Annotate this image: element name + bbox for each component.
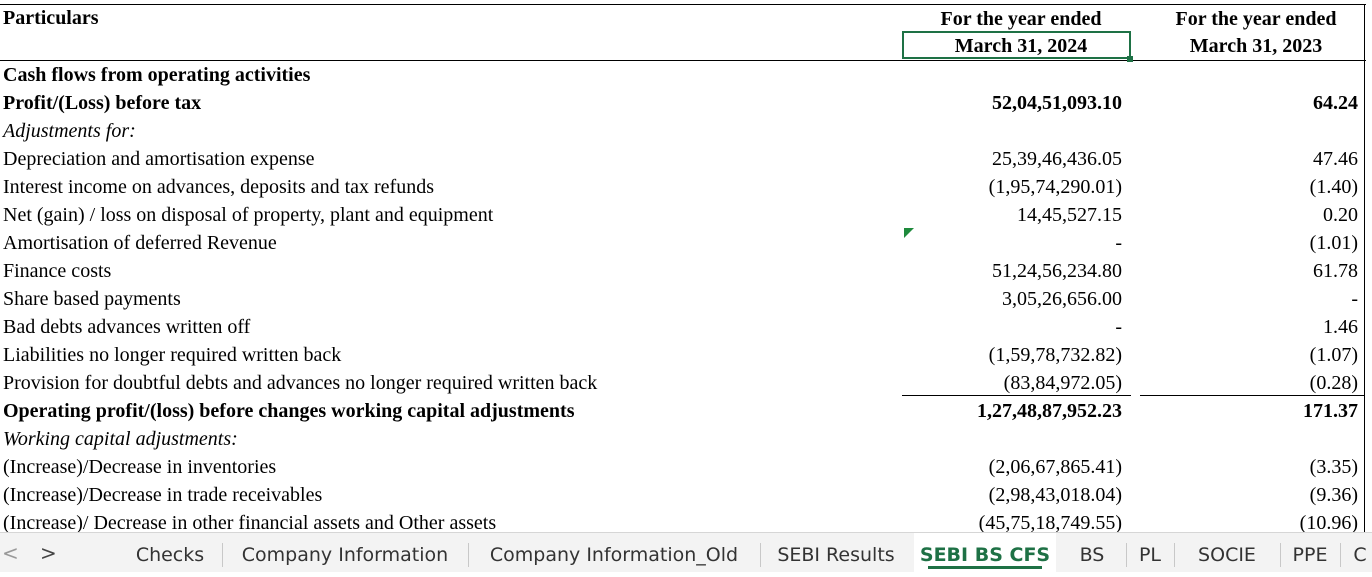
value-2023[interactable]: (3.35) xyxy=(1309,456,1358,478)
row-label[interactable]: Cash flows from operating activities xyxy=(3,64,311,86)
spreadsheet-grid[interactable]: Particulars For the year ended March 31,… xyxy=(0,0,1372,532)
row-label[interactable]: Depreciation and amortisation expense xyxy=(3,148,315,170)
prev-sheet-icon[interactable]: < xyxy=(2,541,19,565)
sheet-tab-label: SEBI Results xyxy=(777,544,895,566)
header-bottom-border xyxy=(0,60,1366,61)
value-2023[interactable]: (9.36) xyxy=(1309,484,1358,506)
right-border xyxy=(1364,4,1365,532)
tab-separator xyxy=(760,543,761,567)
value-2024[interactable]: 3,05,26,656.00 xyxy=(1002,288,1122,310)
header-2023-line1[interactable]: For the year ended xyxy=(1175,8,1337,30)
sheet-tab[interactable]: BS xyxy=(1058,533,1126,572)
sheet-tab[interactable]: SOCIE xyxy=(1174,533,1280,572)
fill-handle[interactable] xyxy=(1127,56,1133,62)
value-2023[interactable]: 0.20 xyxy=(1323,204,1358,226)
header-2023-line2[interactable]: March 31, 2023 xyxy=(1189,35,1323,57)
value-2024[interactable]: 1,27,48,87,952.23 xyxy=(977,400,1122,422)
value-2024[interactable]: (1,95,74,290.01) xyxy=(988,176,1122,198)
value-2023[interactable]: - xyxy=(1351,288,1358,310)
value-2023[interactable]: 1.46 xyxy=(1323,316,1358,338)
value-2023[interactable]: 171.37 xyxy=(1303,400,1358,422)
value-2023[interactable]: (1.40) xyxy=(1309,176,1358,198)
sheet-tab-label: SOCIE xyxy=(1198,544,1256,566)
row-label[interactable]: Share based payments xyxy=(3,288,181,310)
sheet-tab-label: Company Information xyxy=(241,544,449,566)
value-2024[interactable]: (45,75,18,749.55) xyxy=(978,512,1122,532)
sheet-tab[interactable]: Company Information_Old xyxy=(468,533,760,572)
sheet-tab-label: BS xyxy=(1079,544,1105,566)
top-border xyxy=(0,4,1366,5)
sheet-tab[interactable]: SEBI BS CFS xyxy=(914,533,1056,572)
value-2024[interactable]: - xyxy=(1115,316,1122,338)
value-2023[interactable]: 64.24 xyxy=(1313,92,1358,114)
sheet-tab[interactable]: PL xyxy=(1126,533,1174,572)
value-2024[interactable]: 51,24,56,234.80 xyxy=(992,260,1122,282)
active-tab-underline xyxy=(928,566,1042,569)
value-2023[interactable]: 47.46 xyxy=(1313,148,1358,170)
tab-separator xyxy=(468,543,469,567)
row-label[interactable]: Profit/(Loss) before tax xyxy=(3,92,202,114)
tab-separator xyxy=(1174,543,1175,567)
sheet-tab[interactable]: PPE xyxy=(1280,533,1340,572)
value-2024[interactable]: (83,84,972.05) xyxy=(1003,372,1122,394)
header-particulars[interactable]: Particulars xyxy=(3,7,99,29)
sheet-tab-label: PL xyxy=(1138,544,1162,566)
row-label[interactable]: Provision for doubtful debts and advance… xyxy=(3,372,598,394)
value-2024[interactable]: - xyxy=(1115,232,1122,254)
cell-comment-indicator xyxy=(904,228,914,238)
row-label[interactable]: Operating profit/(loss) before changes w… xyxy=(3,400,575,422)
row-label[interactable]: (Increase)/Decrease in trade receivables xyxy=(3,484,323,506)
row-label[interactable]: Bad debts advances written off xyxy=(3,316,251,338)
sheet-tab-bar: < > Checks Company Information Company Inf… xyxy=(0,532,1372,572)
row-label[interactable]: Interest income on advances, deposits an… xyxy=(3,176,434,198)
subtotal-line-2023 xyxy=(1140,395,1364,396)
row-label[interactable]: Finance costs xyxy=(3,260,112,282)
value-2023[interactable]: (1.01) xyxy=(1309,232,1358,254)
row-label[interactable]: Liabilities no longer required written b… xyxy=(3,344,342,366)
tab-separator xyxy=(1280,543,1281,567)
row-label[interactable]: Amortisation of deferred Revenue xyxy=(3,232,277,254)
value-2024[interactable]: 14,45,527.15 xyxy=(1017,204,1122,226)
value-2023[interactable]: 61.78 xyxy=(1313,260,1358,282)
sheet-tab[interactable]: C xyxy=(1340,533,1372,572)
value-2023[interactable]: (1.07) xyxy=(1309,344,1358,366)
value-2024[interactable]: (2,98,43,018.04) xyxy=(988,484,1122,506)
row-label[interactable]: (Increase)/Decrease in inventories xyxy=(3,456,277,478)
tab-separator xyxy=(222,543,223,567)
tab-separator xyxy=(1340,543,1341,567)
sheet-tab[interactable]: SEBI Results xyxy=(760,533,912,572)
sheet-tab-label: Company Information_Old xyxy=(489,544,739,566)
tab-separator xyxy=(1126,543,1127,567)
sheet-tab[interactable]: Company Information xyxy=(222,533,468,572)
value-2024[interactable]: 25,39,46,436.05 xyxy=(992,148,1122,170)
sheet-tab-label: PPE xyxy=(1292,544,1328,566)
selected-cell[interactable] xyxy=(902,31,1131,59)
row-label[interactable]: Working capital adjustments: xyxy=(3,428,238,450)
value-2024[interactable]: 52,04,51,093.10 xyxy=(992,92,1122,114)
sheet-tab-label: C xyxy=(1353,544,1367,566)
row-label[interactable]: (Increase)/ Decrease in other financial … xyxy=(3,512,497,532)
value-2024[interactable]: (2,06,67,865.41) xyxy=(988,456,1122,478)
sheet-tab-label: SEBI BS CFS xyxy=(919,544,1051,566)
row-label[interactable]: Adjustments for: xyxy=(3,120,136,142)
sheet-tab-label: Checks xyxy=(135,544,205,566)
value-2023[interactable]: (0.28) xyxy=(1309,372,1358,394)
sheet-tab[interactable]: Checks xyxy=(118,533,222,572)
subtotal-line-2024 xyxy=(902,395,1131,396)
row-label[interactable]: Net (gain) / loss on disposal of propert… xyxy=(3,204,494,226)
next-sheet-icon[interactable]: > xyxy=(40,541,57,565)
header-2024-line1[interactable]: For the year ended xyxy=(940,8,1102,30)
value-2023[interactable]: (10.96) xyxy=(1299,512,1358,532)
value-2024[interactable]: (1,59,78,732.82) xyxy=(988,344,1122,366)
header-2024-line2[interactable]: March 31, 2024 xyxy=(954,35,1088,57)
